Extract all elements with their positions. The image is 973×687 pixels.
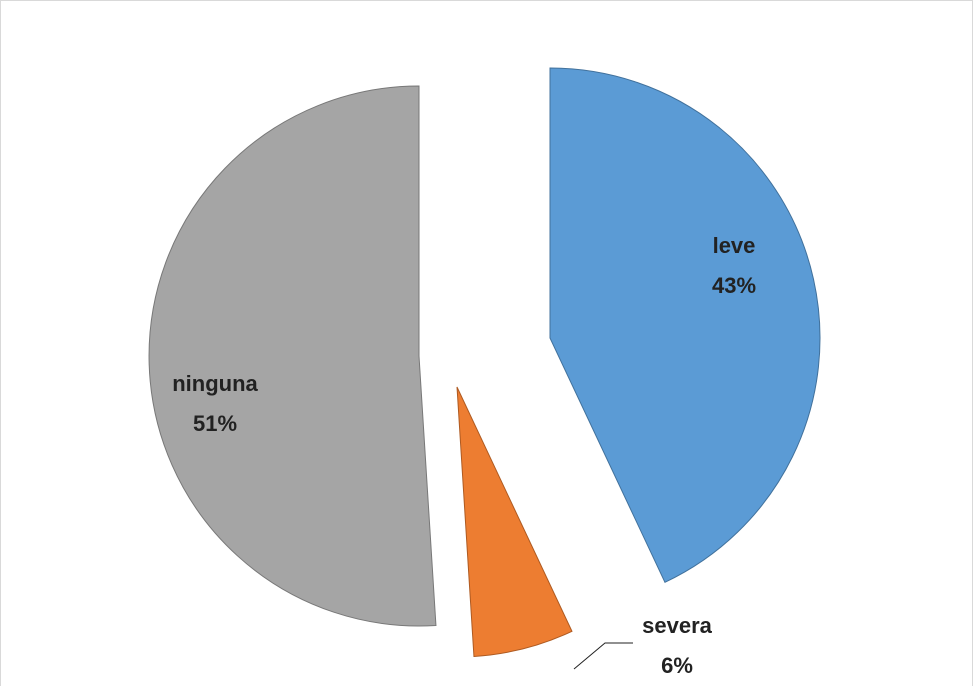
slice-value-label-severa: 6% [661,653,693,678]
leader-line-severa [573,642,633,670]
slice-name-label-leve: leve [713,233,756,258]
pie-slice-severa [456,386,573,658]
slice-name-label-severa: severa [642,613,713,638]
labels-layer: leve 43% severa 6% ninguna 51% [172,233,756,678]
slices-layer [148,67,821,658]
slice-value-label-leve: 43% [712,273,756,298]
pie-slice-ninguna [148,85,437,627]
slice-value-label-ninguna: 51% [193,411,237,436]
slice-name-label-ninguna: ninguna [172,371,258,396]
pie-slice-leve [549,67,821,583]
